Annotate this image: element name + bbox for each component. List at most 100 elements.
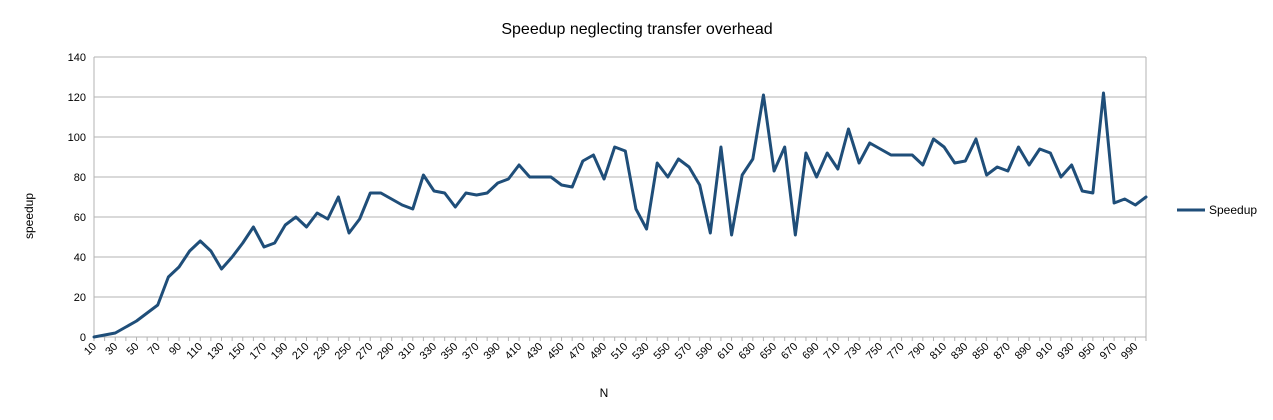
x-tick-label: 730 <box>843 341 864 362</box>
data-point <box>125 326 127 328</box>
data-point <box>1060 176 1062 178</box>
data-point <box>507 178 509 180</box>
x-tick-label: 150 <box>226 341 247 362</box>
x-tick-label: 770 <box>885 341 906 362</box>
data-point <box>465 192 467 194</box>
data-point <box>443 192 445 194</box>
data-point <box>1070 164 1072 166</box>
x-tick-label: 870 <box>992 341 1013 362</box>
x-tick-label: 530 <box>630 341 651 362</box>
data-point <box>964 160 966 162</box>
legend-label-speedup: Speedup <box>1209 203 1257 217</box>
data-point <box>157 304 159 306</box>
x-tick-label: 550 <box>651 341 672 362</box>
data-point <box>656 162 658 164</box>
x-tick-label: 590 <box>694 341 715 362</box>
data-point <box>954 162 956 164</box>
data-point <box>752 158 754 160</box>
data-point <box>613 146 615 148</box>
data-point <box>911 154 913 156</box>
x-tick-label: 690 <box>800 341 821 362</box>
data-point <box>518 164 520 166</box>
x-tick-label: 830 <box>949 341 970 362</box>
x-tick-label: 990 <box>1119 341 1140 362</box>
data-point <box>1145 196 1147 198</box>
data-point <box>1017 146 1019 148</box>
data-point <box>327 218 329 220</box>
data-point <box>380 192 382 194</box>
data-point <box>284 224 286 226</box>
data-point <box>528 176 530 178</box>
x-tick-label: 410 <box>503 341 524 362</box>
y-tick-label: 140 <box>68 52 86 64</box>
x-tick-label: 190 <box>269 341 290 362</box>
data-point <box>273 242 275 244</box>
legend: Speedup <box>1177 203 1257 217</box>
y-tick-label: 40 <box>74 252 86 264</box>
data-point <box>146 312 148 314</box>
data-point <box>369 192 371 194</box>
x-axis-label: N <box>600 386 609 400</box>
data-point <box>252 226 254 228</box>
data-point <box>773 170 775 172</box>
data-point <box>826 152 828 154</box>
data-point <box>762 94 764 96</box>
x-tick-label: 50 <box>124 341 141 358</box>
x-tick-label: 490 <box>588 341 609 362</box>
y-axis-label: speedup <box>22 193 36 239</box>
data-point <box>1113 202 1115 204</box>
data-point <box>348 232 350 234</box>
data-point <box>869 142 871 144</box>
x-tick-label: 630 <box>736 341 757 362</box>
data-point <box>1081 190 1083 192</box>
x-tick-label: 70 <box>146 341 163 358</box>
data-point <box>1039 148 1041 150</box>
x-tick-label: 970 <box>1098 341 1119 362</box>
data-point <box>210 250 212 252</box>
y-tick-label: 100 <box>68 132 86 144</box>
data-point <box>539 176 541 178</box>
x-tick-label: 850 <box>970 341 991 362</box>
x-tick-label: 330 <box>418 341 439 362</box>
x-tick-label: 370 <box>460 341 481 362</box>
data-point <box>1102 92 1104 94</box>
data-point <box>433 190 435 192</box>
x-tick-label: 470 <box>566 341 587 362</box>
x-tick-label: 670 <box>779 341 800 362</box>
x-tick-label: 790 <box>907 341 928 362</box>
data-point <box>1092 192 1094 194</box>
data-point <box>879 148 881 150</box>
data-point <box>996 166 998 168</box>
y-axis: 0 20 40 60 80 100 120 140 <box>68 52 95 344</box>
data-point <box>242 242 244 244</box>
x-tick-label: 130 <box>205 341 226 362</box>
x-tick-label: 650 <box>758 341 779 362</box>
x-tick-label: 570 <box>673 341 694 362</box>
data-point <box>401 204 403 206</box>
data-point <box>592 154 594 156</box>
data-point <box>486 192 488 194</box>
data-point <box>103 334 105 336</box>
x-tick-label: 950 <box>1077 341 1098 362</box>
data-point <box>858 162 860 164</box>
data-point <box>135 320 137 322</box>
grid-lines <box>94 56 1147 338</box>
x-tick-label: 930 <box>1055 341 1076 362</box>
data-point <box>1134 204 1136 206</box>
data-point <box>932 138 934 140</box>
x-tick-label: 510 <box>609 341 630 362</box>
series-layer <box>92 91 1148 339</box>
x-tick-label: 450 <box>545 341 566 362</box>
x-tick-label: 90 <box>167 341 184 358</box>
x-tick-label: 270 <box>354 341 375 362</box>
data-point <box>114 332 116 334</box>
data-point <box>571 186 573 188</box>
data-point <box>975 138 977 140</box>
data-point <box>220 268 222 270</box>
x-tick-label: 610 <box>715 341 736 362</box>
data-point <box>454 206 456 208</box>
data-point <box>231 256 233 258</box>
data-point <box>698 184 700 186</box>
data-point <box>847 128 849 130</box>
